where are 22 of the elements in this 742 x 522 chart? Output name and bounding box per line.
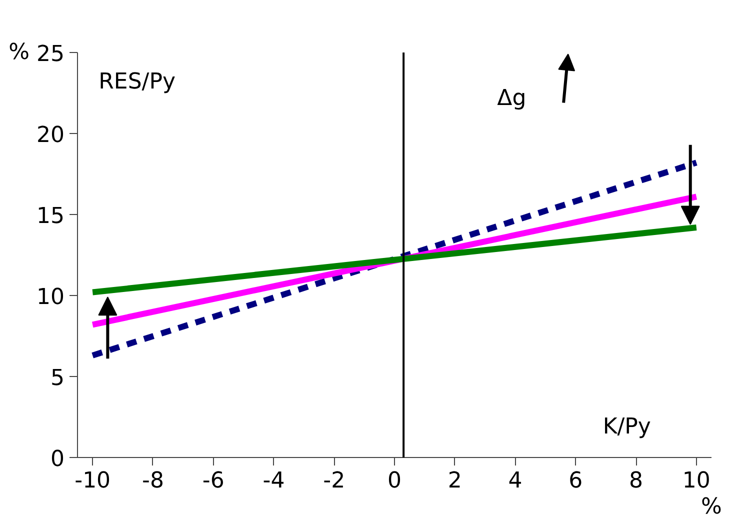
annotation: Δg bbox=[497, 86, 526, 111]
y-tick-label: 0 bbox=[50, 447, 65, 472]
y-tick-label: 5 bbox=[50, 366, 65, 391]
x-tick-label: 6 bbox=[568, 468, 583, 494]
x-tick-label: -2 bbox=[323, 468, 346, 494]
x-tick-label: -8 bbox=[142, 468, 164, 494]
annotation: RES/Py bbox=[98, 70, 176, 95]
x-tick-label: 4 bbox=[508, 468, 522, 494]
y-axis-title: % bbox=[8, 40, 30, 65]
x-tick-label: -10 bbox=[74, 468, 111, 494]
x-axis-title: % bbox=[701, 494, 722, 520]
y-tick-label: 10 bbox=[36, 285, 65, 310]
x-tick-label: -4 bbox=[262, 468, 285, 494]
x-tick-label: 0 bbox=[388, 468, 402, 494]
y-tick-label: 25 bbox=[36, 42, 65, 67]
y-tick-label: 15 bbox=[36, 204, 65, 229]
annotation: K/Py bbox=[602, 414, 651, 440]
x-tick-label: 10 bbox=[682, 468, 710, 494]
x-tick-label: 2 bbox=[448, 468, 462, 494]
x-tick-label: 8 bbox=[629, 468, 644, 494]
x-tick-label: -6 bbox=[202, 468, 224, 494]
y-tick-label: 20 bbox=[36, 123, 65, 148]
